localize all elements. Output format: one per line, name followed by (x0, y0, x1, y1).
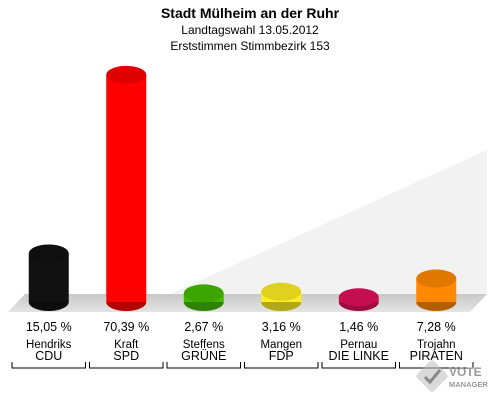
party-label: CDU (35, 349, 62, 363)
chart-floor-shadow (170, 150, 487, 294)
bar-top (416, 269, 457, 288)
candidate-label: Hendriks (26, 339, 72, 351)
candidate-label: Trojahn (417, 339, 456, 351)
bar-top (106, 65, 147, 84)
checkmark-icon (416, 360, 448, 392)
bar-top (183, 284, 224, 303)
chart-subtitle-election: Landtagswahl 13.05.2012 (181, 23, 319, 37)
party-label: GRÜNE (181, 349, 226, 363)
party-label: DIE LINKE (329, 349, 389, 363)
candidate-label: Pernau (340, 339, 377, 351)
party-bracket (11, 362, 86, 369)
bar-grüne (183, 284, 224, 311)
vote-manager-logo: VOTE MANAGER (416, 360, 488, 392)
candidate-label: Kraft (114, 339, 139, 351)
party-bracket (166, 362, 241, 369)
party-bracket (89, 362, 164, 369)
chart-title: Stadt Mülheim an der Ruhr (160, 5, 340, 21)
bar-cdu (28, 244, 69, 311)
chart-floor (8, 294, 487, 312)
bar-fdp (261, 282, 302, 311)
candidate-label: Mangen (260, 339, 302, 351)
bar-piraten (416, 269, 457, 311)
value-label: 3,16 % (262, 320, 301, 334)
value-label: 1,46 % (339, 320, 378, 334)
bar-die-linke (338, 288, 379, 311)
bar-top (338, 288, 379, 307)
candidate-label: Steffens (183, 339, 225, 351)
value-label: 70,39 % (103, 320, 149, 334)
party-label: FDP (269, 349, 294, 363)
bar-body (106, 74, 147, 302)
bar-top (28, 244, 69, 263)
value-label: 15,05 % (26, 320, 72, 334)
logo-text-manager: MANAGER (449, 380, 488, 389)
bar-spd (106, 65, 147, 311)
chart-subtitle-district: Erststimmen Stimmbezirk 153 (170, 39, 330, 53)
party-label: PIRATEN (410, 349, 463, 363)
logo-text-vote: VOTE (449, 365, 482, 379)
value-label: 7,28 % (417, 320, 456, 334)
chart-header: Stadt Mülheim an der Ruhr Landtagswahl 1… (0, 0, 500, 54)
party-bracket (321, 362, 396, 369)
bar-top (261, 282, 302, 301)
party-label: SPD (113, 349, 139, 363)
value-label: 2,67 % (184, 320, 223, 334)
party-bracket (244, 362, 319, 369)
